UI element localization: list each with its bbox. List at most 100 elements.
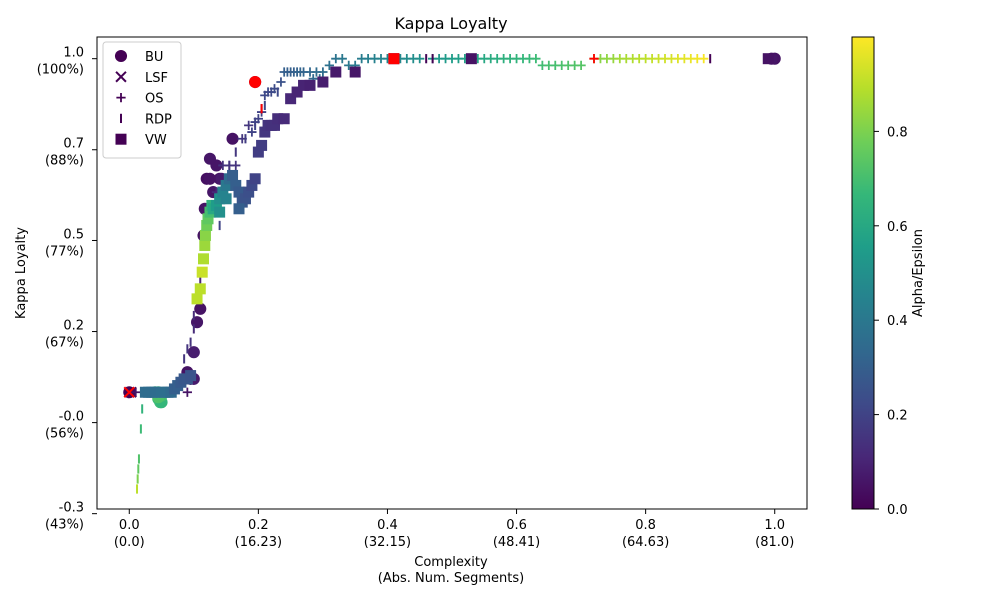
data-point-vw — [214, 193, 226, 205]
legend: BU LSF OS RDP VW — [102, 41, 182, 159]
series-os — [131, 54, 709, 397]
data-point-vw — [227, 169, 239, 181]
data-point-vw — [230, 179, 242, 191]
legend-label-lsf: LSF — [145, 71, 168, 86]
data-point-vw — [317, 76, 329, 88]
y-tick-sublabel: (56%) — [45, 427, 84, 442]
y-tick-label: 0.7 — [63, 137, 84, 152]
highlight-point — [589, 54, 599, 64]
series-vw — [139, 53, 774, 398]
data-point-os — [531, 54, 541, 64]
x-tick-sublabel: (81.0) — [755, 535, 794, 550]
y-tick-sublabel: (77%) — [45, 244, 84, 259]
data-point-os — [131, 387, 141, 397]
data-point-bu — [203, 172, 217, 185]
x-tick-label: 0.6 — [506, 518, 527, 533]
data-point-os — [276, 77, 286, 87]
y-tick-label: 1.0 — [63, 46, 84, 61]
y-tick-label: 0.2 — [63, 319, 84, 334]
x-tick-label: 1.0 — [764, 518, 785, 533]
data-point-os — [231, 160, 241, 171]
legend-marker-lsf — [115, 71, 127, 83]
data-point-vw — [217, 186, 229, 198]
data-point-os — [699, 54, 709, 64]
y-tick-sublabel: (43%) — [45, 518, 84, 533]
x-tick-sublabel: (0.0) — [114, 535, 145, 550]
data-point-os — [253, 114, 263, 124]
x-tick-label: 0.4 — [377, 518, 398, 533]
data-point-vw — [465, 53, 477, 65]
data-point-os — [318, 67, 328, 77]
y-tick-label: -0.0 — [59, 410, 84, 425]
data-point-vw — [291, 86, 303, 98]
colorbar-tick-label: 0.4 — [887, 314, 908, 329]
data-point-bu — [203, 152, 217, 165]
colorbar-scale — [851, 36, 875, 510]
legend-label-rdp: RDP — [145, 112, 172, 127]
legend-box — [102, 41, 182, 159]
data-point-os — [415, 54, 425, 64]
x-tick-label: 0.8 — [635, 518, 656, 533]
data-point-vw — [272, 113, 284, 125]
data-point-vw — [202, 213, 214, 225]
colorbar-tick-label: 0.2 — [887, 409, 908, 424]
y-tick-sublabel: (88%) — [45, 154, 84, 169]
legend-marker-vw — [115, 133, 127, 145]
data-point-vw — [214, 206, 226, 218]
data-point-vw — [220, 179, 232, 191]
legend-label-vw: VW — [145, 133, 167, 148]
data-point-vw — [256, 139, 268, 151]
data-point-vw — [304, 79, 316, 91]
y-tick-sublabel: (100%) — [37, 63, 84, 78]
data-point-os — [244, 120, 254, 131]
data-point-vw — [199, 229, 211, 241]
data-point-vw — [252, 146, 264, 158]
data-point-os — [337, 54, 347, 64]
data-point-vw — [199, 239, 211, 251]
highlight-points — [123, 53, 599, 398]
colorbar: 0.0 0.2 0.4 0.6 0.8 — [851, 36, 908, 518]
legend-marker-bu — [114, 49, 128, 63]
highlight-point — [123, 386, 135, 398]
data-point-bu — [187, 346, 200, 359]
x-tick-sublabel: (48.41) — [493, 535, 540, 550]
highlight-point — [249, 75, 262, 89]
data-point-vw — [285, 93, 297, 105]
data-point-os — [182, 387, 192, 397]
data-point-vw — [278, 113, 290, 125]
data-point-os — [324, 60, 334, 70]
data-point-vw — [239, 193, 251, 205]
data-point-vw — [201, 219, 213, 231]
legend-label-bu: BU — [145, 50, 163, 65]
x-tick-label: 0.2 — [248, 518, 269, 533]
legend-label-os: OS — [145, 92, 163, 107]
data-point-vw — [233, 186, 245, 198]
data-point-vw — [298, 79, 310, 91]
data-point-vw — [196, 266, 208, 278]
colorbar-tick-label: 0.0 — [887, 503, 908, 518]
x-tick-label: 0.0 — [119, 518, 140, 533]
y-tick-label: 0.5 — [63, 227, 84, 242]
legend-marker-os — [116, 92, 126, 103]
data-point-vw — [185, 370, 197, 382]
colorbar-tick-label: 0.6 — [887, 220, 908, 235]
data-point-bu — [226, 132, 239, 145]
y-tick-label: -0.3 — [59, 501, 84, 516]
data-point-vw — [246, 179, 258, 191]
data-point-vw — [220, 193, 232, 205]
data-point-vw — [191, 293, 203, 305]
data-point-os — [576, 60, 586, 70]
data-point-vw — [149, 386, 161, 398]
data-point-vw — [269, 119, 280, 131]
x-tick-sublabel: (16.23) — [235, 535, 282, 550]
x-axis-label-line1: Complexity — [414, 555, 488, 570]
data-point-vw — [330, 66, 342, 78]
data-point-vw — [249, 173, 261, 185]
colorbar-tick-label: 0.8 — [887, 125, 908, 140]
plot-area: 0.0 (0.0) 0.2 (16.23) 0.4 (32.15) 0.6 (48.41) 0.… — [37, 36, 808, 550]
x-tick-sublabel: (64.63) — [622, 535, 669, 550]
data-point-vw — [762, 53, 774, 65]
data-point-vw — [243, 186, 255, 198]
